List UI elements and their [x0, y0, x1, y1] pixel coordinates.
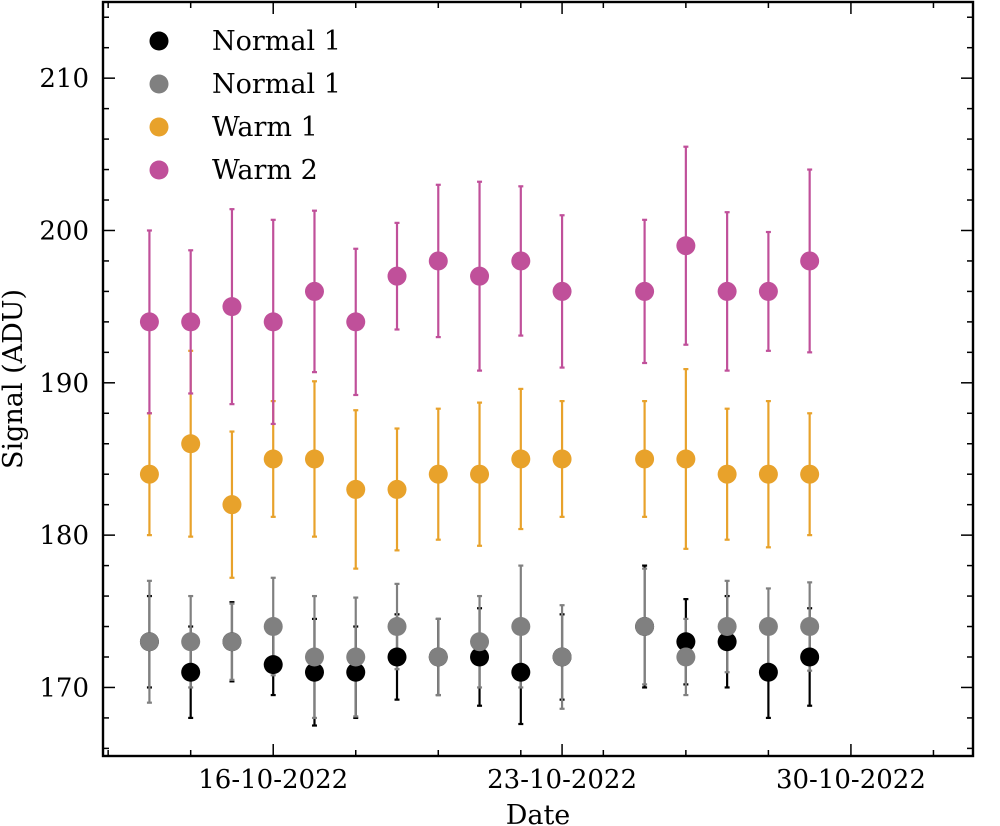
y-tick-label: 190 — [39, 369, 89, 399]
data-point — [387, 647, 407, 667]
data-points — [139, 236, 820, 682]
data-point — [387, 266, 407, 286]
data-point — [304, 662, 324, 682]
legend-marker — [149, 74, 169, 94]
data-point — [181, 434, 201, 454]
data-point — [263, 617, 283, 637]
data-point — [470, 632, 490, 652]
data-point — [635, 449, 655, 469]
data-point — [181, 312, 201, 332]
data-point — [676, 236, 696, 256]
data-point — [717, 617, 737, 637]
data-point — [387, 617, 407, 637]
legend-label: Normal 1 — [212, 26, 341, 57]
y-tick-label: 180 — [39, 521, 89, 551]
data-point — [717, 464, 737, 484]
data-point — [181, 632, 201, 652]
data-point — [428, 647, 448, 667]
data-point — [717, 281, 737, 301]
data-point — [304, 281, 324, 301]
legend: Normal 1 Normal 1 Warm 1 Warm 2 — [149, 26, 341, 186]
data-point — [222, 632, 242, 652]
x-tick-label: 16-10-2022 — [198, 765, 348, 795]
legend-label: Normal 1 — [212, 69, 341, 100]
data-point — [676, 647, 696, 667]
data-point — [387, 479, 407, 499]
data-point — [511, 251, 531, 271]
data-point — [346, 647, 366, 667]
data-point — [800, 464, 820, 484]
legend-marker — [149, 160, 169, 180]
data-point — [222, 495, 242, 515]
data-point — [428, 251, 448, 271]
data-point — [304, 449, 324, 469]
y-tick-labels: 170 180 190 200 210 — [39, 64, 89, 703]
data-point — [676, 632, 696, 652]
data-point — [346, 662, 366, 682]
data-point — [470, 464, 490, 484]
data-point — [800, 617, 820, 637]
data-point — [470, 266, 490, 286]
data-point — [758, 662, 778, 682]
data-point — [263, 312, 283, 332]
data-point — [511, 449, 531, 469]
data-point — [181, 662, 201, 682]
x-tick-label: 30-10-2022 — [776, 765, 926, 795]
data-point — [676, 449, 696, 469]
data-point — [552, 647, 572, 667]
y-tick-label: 170 — [39, 673, 89, 703]
data-point — [139, 632, 159, 652]
data-point — [470, 647, 490, 667]
data-point — [346, 312, 366, 332]
legend-label: Warm 1 — [212, 112, 318, 143]
data-point — [346, 479, 366, 499]
y-axis-label: Signal (ADU) — [0, 289, 29, 469]
x-tick-labels: 16-10-2022 23-10-2022 30-10-2022 — [198, 765, 926, 795]
data-point — [263, 655, 283, 675]
data-point — [552, 281, 572, 301]
data-point — [800, 251, 820, 271]
data-point — [758, 281, 778, 301]
data-point — [428, 464, 448, 484]
data-point — [635, 281, 655, 301]
plot-frame — [101, 0, 975, 758]
data-point — [222, 297, 242, 317]
data-point — [758, 464, 778, 484]
x-axis-label: Date — [506, 800, 571, 826]
y-tick-label: 210 — [39, 64, 89, 94]
data-point — [758, 617, 778, 637]
data-point — [139, 464, 159, 484]
data-point — [263, 449, 283, 469]
data-point — [800, 647, 820, 667]
legend-marker — [149, 31, 169, 51]
data-point — [635, 617, 655, 637]
legend-label: Warm 2 — [212, 155, 318, 186]
data-point — [139, 312, 159, 332]
x-tick-label: 23-10-2022 — [487, 765, 637, 795]
y-tick-label: 200 — [39, 216, 89, 246]
data-point — [304, 647, 324, 667]
data-point — [552, 449, 572, 469]
data-point — [511, 617, 531, 637]
data-point — [717, 632, 737, 652]
legend-marker — [149, 117, 169, 137]
data-point — [511, 662, 531, 682]
